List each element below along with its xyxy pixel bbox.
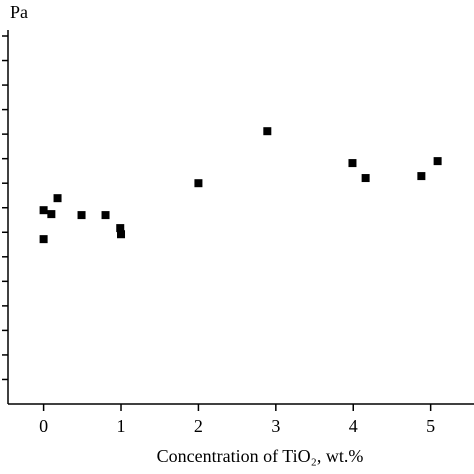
point bbox=[116, 224, 125, 233]
point bbox=[194, 179, 203, 188]
point bbox=[39, 206, 48, 215]
point bbox=[348, 159, 357, 168]
y-axis-label: Pa bbox=[10, 2, 28, 22]
point bbox=[39, 235, 48, 244]
point bbox=[433, 157, 442, 166]
point bbox=[101, 211, 110, 220]
point bbox=[263, 127, 272, 136]
x-tick-label: 3 bbox=[271, 416, 280, 436]
x-axis-label: Concentration of TiO₂, wt.% bbox=[157, 446, 364, 466]
point bbox=[361, 174, 370, 183]
x-tick-label: 4 bbox=[349, 416, 358, 436]
point bbox=[77, 211, 86, 220]
point bbox=[47, 210, 56, 219]
point bbox=[53, 194, 62, 203]
x-tick-label: 1 bbox=[117, 416, 126, 436]
x-tick-label: 5 bbox=[426, 416, 435, 436]
point bbox=[417, 172, 426, 181]
point bbox=[117, 230, 126, 239]
x-tick-label: 2 bbox=[194, 416, 203, 436]
x-tick-label: 0 bbox=[39, 416, 48, 436]
